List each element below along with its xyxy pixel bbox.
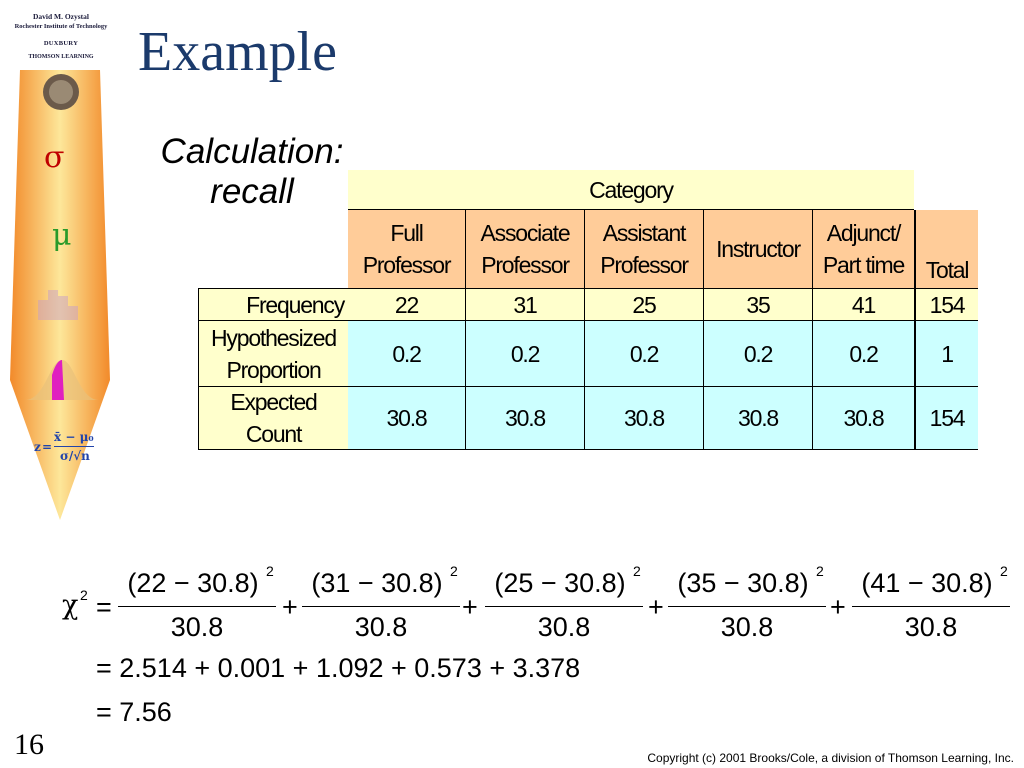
col-header-line2: Professor	[362, 252, 452, 278]
col-header-adjunct: Adjunct/ Part time	[813, 210, 914, 288]
fraction-numerator: (25 − 30.8)	[494, 568, 626, 598]
author-name: David M. Ozystal	[32, 12, 90, 21]
table-cell: 41	[813, 288, 914, 320]
row-label-line2: Proportion	[226, 356, 321, 383]
sigma-symbol: σ	[44, 140, 65, 175]
col-header-assistant-professor: Assistant Professor	[585, 210, 704, 288]
fraction-numerator: (31 − 30.8)	[311, 568, 443, 598]
col-header-line1: Adjunct/	[826, 220, 902, 246]
mu-symbol: μ	[52, 218, 72, 253]
fraction-bar	[302, 606, 460, 607]
table-cell: 0.2	[348, 320, 466, 386]
fraction-denominator: 30.8	[904, 612, 958, 642]
fraction-denominator: 30.8	[537, 612, 591, 642]
table-cell: 0.2	[813, 320, 914, 386]
fraction-denominator: 30.8	[720, 612, 774, 642]
table-cell: 0.2	[585, 320, 704, 386]
table-cell: 30.8	[466, 386, 585, 450]
fraction-exponent: 2	[633, 563, 641, 579]
row-label-line2: Count	[245, 421, 303, 447]
col-header-line1: Full	[390, 220, 423, 246]
col-header-instructor: Instructor	[704, 210, 813, 288]
plus-sign: +	[830, 592, 846, 622]
row-label-line1: Hypothesized	[211, 324, 337, 351]
fraction-exponent: 2	[816, 563, 824, 579]
z-denominator: σ/√n	[60, 449, 90, 463]
row-label-line1: Expected	[230, 389, 318, 415]
chi-exponent: 2	[80, 587, 88, 603]
sidebar-banner: David M. Ozystal Rochester Institute of …	[0, 0, 122, 530]
fraction-bar	[118, 606, 276, 607]
table-cell: 30.8	[813, 386, 914, 450]
table-cell-total: 154	[914, 288, 978, 320]
table-cell: 31	[466, 288, 585, 320]
histogram-icon	[38, 290, 78, 320]
z-numerator: x̄ − μ₀	[54, 430, 94, 444]
fraction-bar	[485, 606, 643, 607]
fraction-denominator: 30.8	[354, 612, 408, 642]
publisher-name: DUXBURY	[43, 40, 79, 47]
table-cell: 25	[585, 288, 704, 320]
col-header-total: Total	[914, 210, 978, 288]
subtitle-line-2: recall	[210, 172, 294, 211]
copyright-notice: Copyright (c) 2001 Brooks/Cole, a divisi…	[647, 751, 1014, 765]
table-cell: 22	[348, 288, 466, 320]
row-label-line1: Frequency	[246, 291, 345, 318]
table-cell: 30.8	[704, 386, 813, 450]
table-cell: 30.8	[348, 386, 466, 450]
fraction-numerator: (41 − 30.8)	[861, 568, 993, 598]
subtitle-line-1: Calculation:	[160, 132, 344, 171]
table-cell-total: 154	[914, 386, 978, 450]
z-lhs: z	[34, 440, 41, 454]
col-header-line2: Professor	[481, 252, 570, 278]
table-cell: 30.8	[585, 386, 704, 450]
table-cell: 0.2	[704, 320, 813, 386]
table-cell-total: 1	[914, 320, 978, 386]
tie-graphic	[10, 70, 110, 520]
chi-symbol: χ	[62, 590, 79, 621]
fraction-exponent: 2	[266, 563, 274, 579]
row-label-frequency: Frequency	[198, 288, 348, 320]
fraction-exponent: 2	[1000, 563, 1008, 579]
normal-curve-icon	[25, 360, 99, 400]
plus-sign: +	[282, 592, 298, 622]
publisher-subname: THOMSON LEARNING	[28, 54, 94, 60]
fraction-bar	[852, 606, 1010, 607]
fraction-denominator: 30.8	[170, 612, 224, 642]
table-cell: 0.2	[466, 320, 585, 386]
formula-line-3: = 7.56	[96, 697, 172, 727]
plus-sign: +	[462, 592, 478, 622]
col-header-line1: Assistant	[602, 220, 687, 246]
col-header-full-professor: Full Professor	[348, 210, 466, 288]
plus-sign: +	[648, 592, 664, 622]
col-header-line2: Professor	[600, 252, 689, 278]
col-header-line1: Associate	[480, 220, 571, 246]
col-header-associate-professor: Associate Professor	[466, 210, 585, 288]
slide-number: 16	[14, 728, 44, 761]
row-label-hypothesized-proportion: Hypothesized Proportion	[198, 320, 348, 386]
row-label-expected-count: Expected Count	[198, 386, 348, 450]
formula-line-2: = 2.514 + 0.001 + 1.092 + 0.573 + 3.378	[96, 653, 581, 683]
fraction-numerator: (22 − 30.8)	[127, 568, 259, 598]
equals-sign: =	[96, 592, 112, 622]
fraction-exponent: 2	[450, 563, 458, 579]
total-header-label: Total	[925, 257, 970, 283]
col-header-line1: Instructor	[716, 236, 801, 262]
fraction-numerator: (35 − 30.8)	[677, 568, 809, 598]
category-header: Category	[348, 170, 914, 210]
col-header-line2: Part time	[822, 252, 905, 278]
table-cell: 35	[704, 288, 813, 320]
slide-subtitle: Calculation: recall	[132, 132, 372, 212]
institution-name: Rochester Institute of Technology	[14, 23, 108, 30]
slide-title: Example	[138, 21, 338, 83]
fraction-bar	[668, 606, 826, 607]
